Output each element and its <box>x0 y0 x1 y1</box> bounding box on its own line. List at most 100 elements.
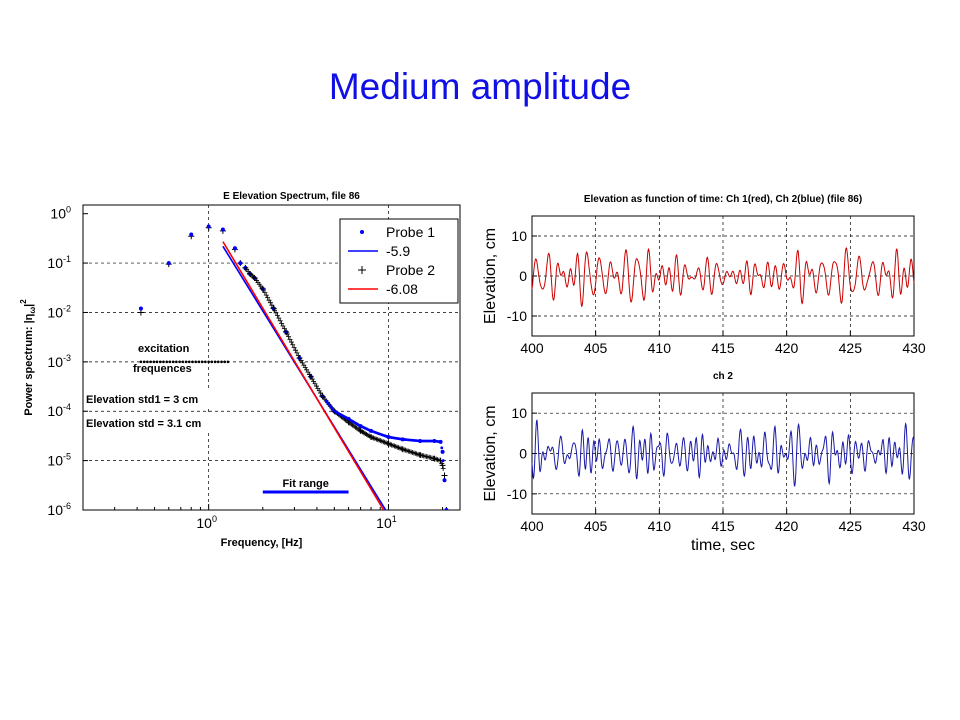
excitation-dot <box>178 360 181 364</box>
probe2-trace-marker <box>288 339 294 345</box>
std1-annotation: Elevation std1 = 3 cm <box>86 394 198 406</box>
excitation-dot <box>191 360 194 364</box>
excitation-dot <box>165 360 169 364</box>
excitation-dot <box>139 360 143 364</box>
probe2-trace-marker <box>260 287 266 293</box>
fit-line <box>222 241 385 510</box>
excitation-dot <box>204 360 207 364</box>
spectrum-y-axis-label: Power spectrum: |ηω|2 <box>19 299 37 416</box>
excitation-dot <box>210 360 214 364</box>
excitation-dot <box>220 360 223 364</box>
probe2-trace-marker <box>294 350 300 356</box>
ch2-time-chart-x-tick-label: 405 <box>584 518 608 534</box>
ch2-time-chart-x-tick-label: 425 <box>839 518 863 534</box>
probe1-marker <box>248 272 253 277</box>
ch1-time-chart-x-tick-label: 410 <box>648 340 672 356</box>
std2-bg <box>85 415 250 430</box>
excitation-label-line2: frequences <box>133 363 192 375</box>
probe2-trace-marker <box>279 320 285 326</box>
spectrum-y-tick-label: 10-1 <box>47 254 71 271</box>
ch2-time-chart-x-axis-label: time, sec <box>691 537 755 554</box>
probe2-trace-marker <box>290 342 296 348</box>
legend-label: -6.08 <box>386 281 418 297</box>
legend-marker-dot <box>360 230 364 234</box>
ch1-time-chart-x-tick-label: 415 <box>711 340 735 356</box>
probe1-marker <box>442 478 447 483</box>
ch2-time-chart-x-tick-label: 415 <box>711 518 735 534</box>
probe2-trace-marker <box>291 344 297 350</box>
probe1-marker <box>206 224 211 229</box>
excitation-dot <box>223 360 227 364</box>
excitation-dot <box>216 360 220 364</box>
slide-title: Medium amplitude <box>328 66 632 107</box>
spectrum-y-tick-label: 10-5 <box>47 452 71 469</box>
ch1-time-chart-y-axis-label: Elevation, cm <box>482 228 499 324</box>
ch2-time-chart-x-tick-label: 400 <box>520 518 544 534</box>
excitation-dot <box>162 360 165 364</box>
ch2-time-chart-title: ch 2 <box>713 371 733 382</box>
excitation-dot <box>168 360 172 364</box>
spectrum-y-tick-label: 10-3 <box>47 353 71 370</box>
probe2-trace-marker <box>440 465 446 471</box>
probe2-trace-marker <box>280 323 286 329</box>
excitation-dot <box>175 360 178 364</box>
probe2-trace-marker <box>286 334 292 340</box>
std1-bg <box>85 391 235 406</box>
excitation-dot <box>155 360 159 364</box>
probe1-marker <box>440 449 445 454</box>
ch1-time-chart: 400 405 410 415 420 425 430 10 0 -10 Elevation as … <box>482 194 926 356</box>
probe2-trace-marker <box>267 300 273 306</box>
excitation-dot <box>184 360 188 364</box>
probe2-trace-marker <box>265 295 271 301</box>
probe2-trace-marker <box>269 302 275 308</box>
legend-label: -5.9 <box>386 243 410 259</box>
probe2-trace-marker <box>274 313 280 319</box>
excitation-dot <box>197 360 201 364</box>
spectrum-y-tick-label: 10-2 <box>47 303 71 320</box>
probe2-trace-marker <box>266 297 272 303</box>
excitation-dot <box>171 360 175 364</box>
probe1-marker <box>284 330 289 335</box>
ch2-time-chart-x-tick-label: 410 <box>648 518 672 534</box>
spectrum-chart: E Elevation Spectrum, file 86 Frequency, … <box>19 191 461 549</box>
excitation-dot <box>200 360 204 364</box>
probe2-trace-marker <box>293 347 299 353</box>
spectrum-y-tick-label: 10-6 <box>47 501 71 518</box>
probe1-marker <box>166 261 171 266</box>
ch1-time-chart-y-tick-label: 10 <box>511 228 527 244</box>
excitation-dot <box>146 360 149 364</box>
probe1-marker <box>252 275 257 280</box>
probe2-trace-marker <box>270 305 276 311</box>
probe2-trace-marker <box>287 336 293 342</box>
spectrum-y-tick-label: 10-4 <box>47 402 71 419</box>
ch2-time-chart-y-tick-label: -10 <box>507 486 527 502</box>
probe2-trace-marker <box>439 460 445 466</box>
ch1-time-chart-x-tick-label: 420 <box>775 340 799 356</box>
legend-label: Probe 2 <box>386 262 435 278</box>
excitation-dot <box>142 360 146 364</box>
probe2-trace-marker <box>262 290 268 296</box>
probe1-marker <box>138 306 143 311</box>
excitation-dot <box>213 360 217 364</box>
std2-annotation: Elevation std = 3.1 cm <box>86 418 201 430</box>
probe2-trace-marker <box>263 292 269 298</box>
spectrum-x-tick-label: 101 <box>376 514 397 531</box>
ch2-time-chart: 400 405 410 415 420 425 430 10 0 -10 ch 2 Elevation… <box>482 371 926 554</box>
fit-range-label: Fit range <box>282 478 328 490</box>
excitation-dot <box>181 360 185 364</box>
ch1-time-chart-x-tick-label: 430 <box>902 340 926 356</box>
probe1-marker <box>189 232 194 237</box>
probe2-trace-marker <box>272 307 278 313</box>
probe2-marker <box>441 472 448 479</box>
spectrum-plot-area <box>137 224 450 510</box>
probe2-trace-marker <box>276 315 282 321</box>
excitation-dot <box>158 360 162 364</box>
ch2-time-chart-y-axis-label: Elevation, cm <box>482 405 499 501</box>
probe1-trace-marker <box>441 459 445 462</box>
probe2-marker <box>443 507 450 510</box>
probe2-trace-marker <box>283 328 289 334</box>
probe1-marker <box>238 261 243 266</box>
ch2-time-chart-y-tick-label: 10 <box>511 405 527 421</box>
probe1-trace-marker <box>440 446 444 450</box>
